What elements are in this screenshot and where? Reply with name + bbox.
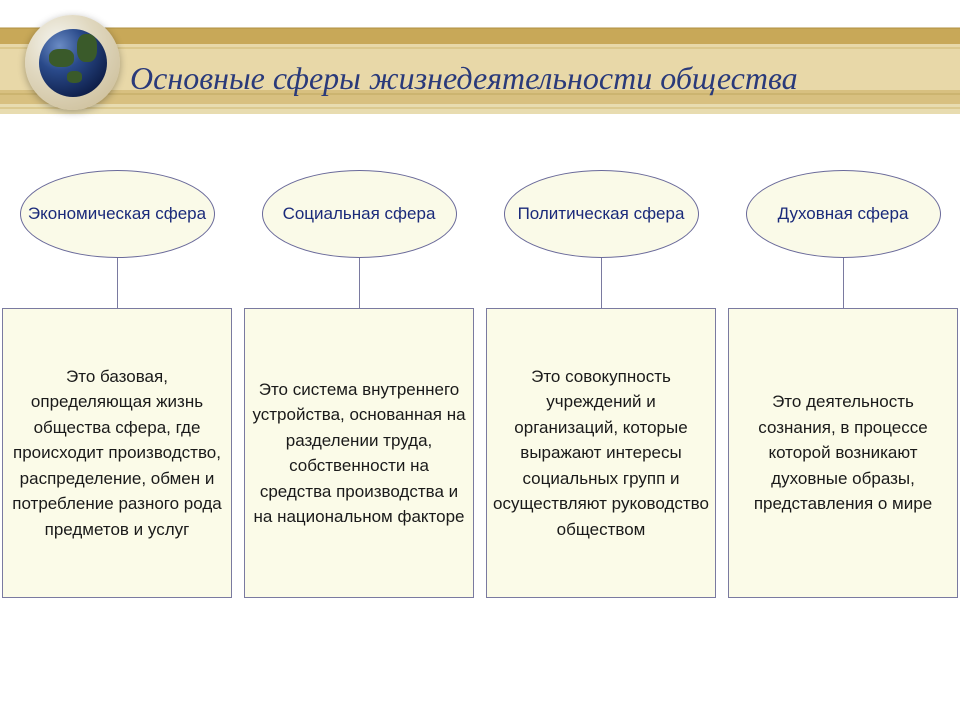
column-social: Социальная сфера Это система внутреннего… [244,170,474,598]
oval-social: Социальная сфера [262,170,457,258]
box-spiritual: Это деятельность сознания, в процессе ко… [728,308,958,598]
connector-line [359,258,360,308]
oval-economic: Экономическая сфера [20,170,215,258]
header-banner: Основные сферы жизнедеятельности обществ… [0,0,960,140]
globe-decoration [25,15,120,110]
connector-line [117,258,118,308]
box-political: Это совокупность учреждений и организаци… [486,308,716,598]
column-spiritual: Духовная сфера Это деятельность сознания… [728,170,958,598]
box-economic: Это базовая, определяющая жизнь общества… [2,308,232,598]
column-economic: Экономическая сфера Это базовая, определ… [2,170,232,598]
oval-political: Политическая сфера [504,170,699,258]
connector-line [843,258,844,308]
column-political: Политическая сфера Это совокупность учре… [486,170,716,598]
oval-spiritual: Духовная сфера [746,170,941,258]
diagram-container: Экономическая сфера Это базовая, определ… [0,140,960,598]
page-title: Основные сферы жизнедеятельности обществ… [130,40,798,100]
connector-line [601,258,602,308]
box-social: Это система внутреннего устройства, осно… [244,308,474,598]
